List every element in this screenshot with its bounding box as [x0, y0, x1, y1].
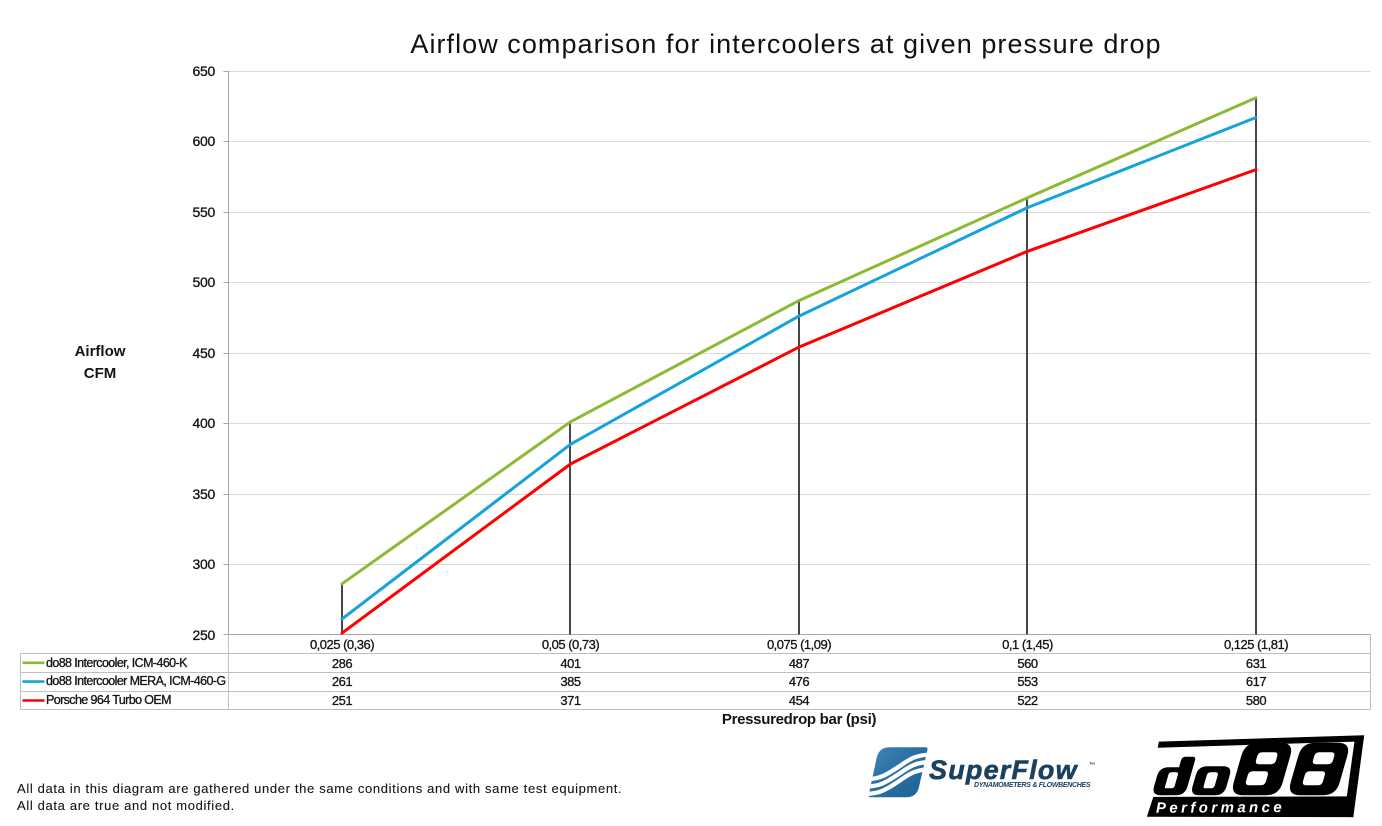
svg-text:Performance: Performance — [1156, 799, 1285, 817]
